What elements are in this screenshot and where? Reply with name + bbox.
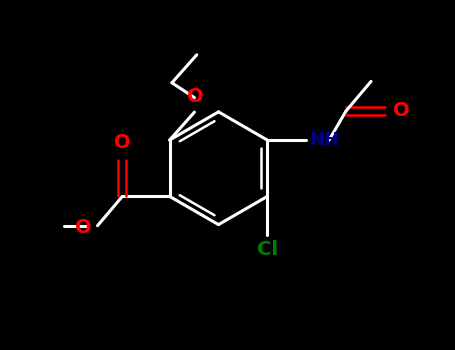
Text: O: O — [187, 87, 204, 106]
Text: NH: NH — [309, 131, 339, 149]
Text: O: O — [393, 101, 410, 120]
Text: O: O — [114, 133, 131, 152]
Text: Cl: Cl — [257, 240, 278, 259]
Text: O: O — [76, 218, 92, 238]
